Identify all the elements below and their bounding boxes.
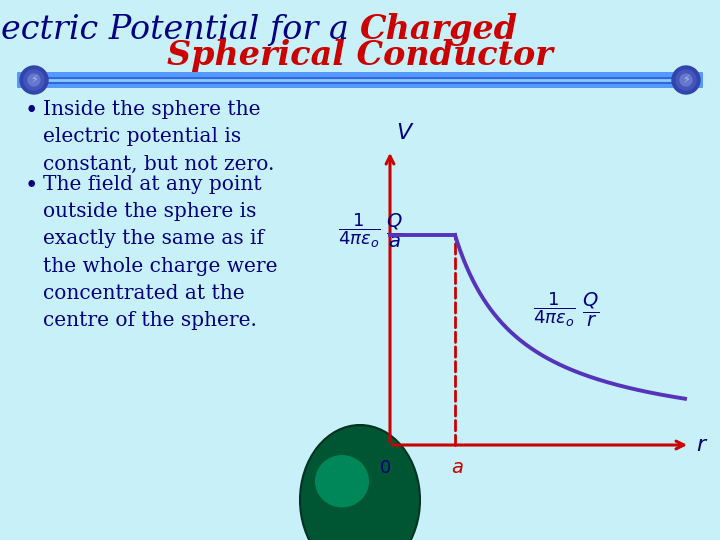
Text: Inside the sphere the
electric potential is
constant, but not zero.: Inside the sphere the electric potential… <box>43 100 274 173</box>
Text: $\dfrac{1}{4\pi\varepsilon_o}$: $\dfrac{1}{4\pi\varepsilon_o}$ <box>338 212 380 251</box>
FancyBboxPatch shape <box>17 72 703 88</box>
Text: $\dfrac{Q}{r}$: $\dfrac{Q}{r}$ <box>582 291 599 329</box>
Text: $\dfrac{1}{4\pi\varepsilon_o}$: $\dfrac{1}{4\pi\varepsilon_o}$ <box>533 291 575 329</box>
Circle shape <box>28 74 40 86</box>
Circle shape <box>672 66 700 94</box>
Text: Charged: Charged <box>360 14 518 46</box>
Ellipse shape <box>315 455 369 508</box>
Circle shape <box>680 74 692 86</box>
Ellipse shape <box>300 425 420 540</box>
Text: The field at any point
outside the sphere is
exactly the same as if
the whole ch: The field at any point outside the spher… <box>43 175 277 330</box>
Text: $a$: $a$ <box>451 459 464 477</box>
Circle shape <box>24 70 44 90</box>
Text: ⚡: ⚡ <box>30 75 38 85</box>
Text: $V$: $V$ <box>396 122 415 144</box>
Circle shape <box>676 70 696 90</box>
Text: •: • <box>25 100 38 122</box>
Text: $0$: $0$ <box>379 459 391 477</box>
Text: •: • <box>25 175 38 197</box>
Text: ⚡: ⚡ <box>682 75 690 85</box>
Circle shape <box>20 66 48 94</box>
Text: $r$: $r$ <box>696 434 708 456</box>
Text: Electric Potential for a: Electric Potential for a <box>0 14 360 46</box>
Text: $\dfrac{Q}{a}$: $\dfrac{Q}{a}$ <box>386 212 403 250</box>
Text: Spherical Conductor: Spherical Conductor <box>167 39 553 72</box>
